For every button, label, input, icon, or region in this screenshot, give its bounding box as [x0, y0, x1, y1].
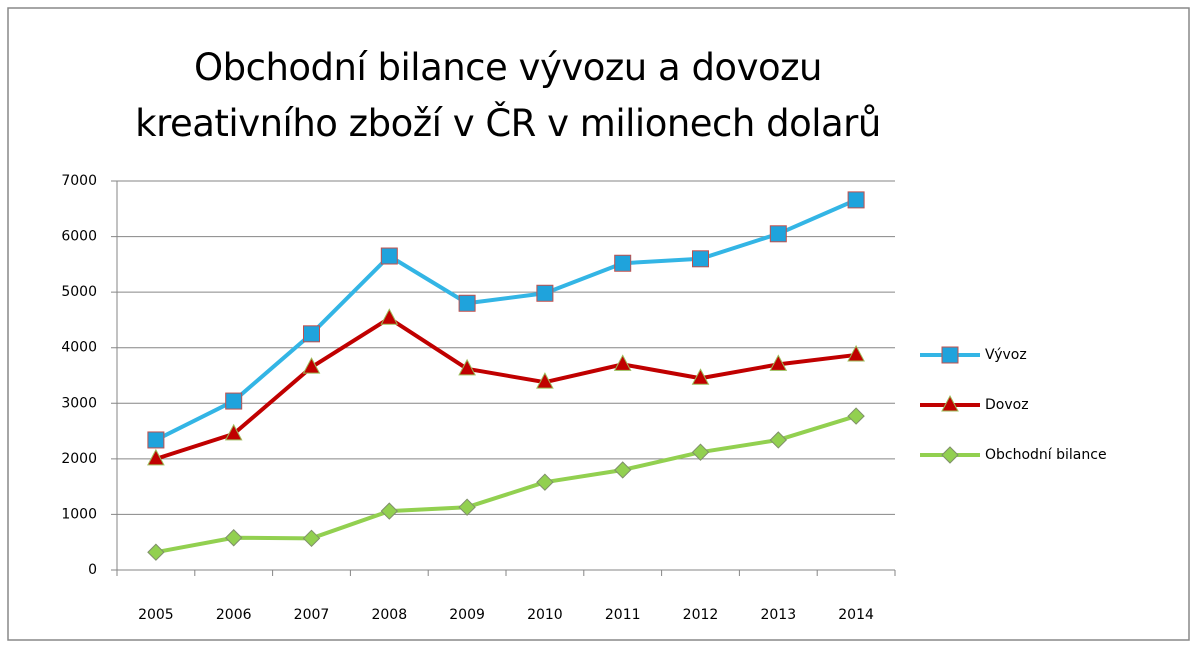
point [225, 392, 243, 410]
legend-marker [941, 346, 959, 364]
legend-label: Obchodní bilance [985, 447, 1107, 463]
point [380, 247, 398, 265]
point [613, 461, 632, 479]
chart-border [7, 7, 1190, 641]
y-tick-label: 2000 [61, 451, 97, 467]
y-tick-label: 5000 [61, 284, 97, 300]
point [147, 543, 165, 561]
point [224, 423, 243, 441]
x-tick-label: 2005 [138, 607, 174, 623]
point [147, 431, 165, 449]
point [380, 308, 399, 325]
point [224, 529, 243, 547]
point [847, 407, 865, 425]
series-line [155, 198, 857, 442]
x-tick-label: 2008 [371, 607, 407, 623]
point [614, 254, 632, 272]
point [458, 358, 476, 376]
point [769, 225, 787, 243]
chart-title: Obchodní bilance vývozu a dovozu kreativ… [135, 46, 881, 145]
x-tick-label: 2012 [683, 607, 719, 623]
point [303, 325, 320, 343]
x-tick-label: 2010 [527, 607, 563, 623]
y-tick-label: 0 [88, 562, 97, 578]
point [691, 443, 710, 461]
y-tick-label: 4000 [61, 340, 97, 356]
point [536, 372, 554, 389]
y-tick-label: 6000 [61, 229, 97, 245]
y-tick-label: 3000 [61, 395, 97, 411]
series-line [155, 414, 857, 555]
x-tick-label: 2014 [838, 607, 874, 623]
x-tick-label: 2007 [294, 607, 330, 623]
point [769, 431, 788, 449]
point [536, 284, 554, 302]
point [847, 191, 865, 209]
x-tick-label: 2006 [216, 607, 252, 623]
point [847, 344, 865, 362]
y-tick-label: 7000 [61, 173, 97, 189]
point [458, 294, 476, 312]
point [613, 354, 632, 371]
point [302, 529, 321, 548]
x-tick-label: 2011 [605, 607, 641, 623]
legend-label: Vývoz [985, 347, 1027, 363]
point [692, 250, 709, 268]
point [691, 368, 710, 385]
legend-label: Dovoz [985, 397, 1029, 413]
x-tick-label: 2009 [449, 607, 485, 623]
point [147, 448, 165, 466]
x-tick-label: 2013 [760, 607, 796, 623]
point [380, 502, 399, 520]
legend-marker [941, 446, 959, 464]
point [302, 357, 321, 374]
series-line [155, 316, 857, 461]
y-tick-label: 1000 [61, 506, 97, 522]
point [536, 473, 554, 491]
point [769, 354, 788, 371]
legend-marker [941, 394, 959, 412]
point [458, 498, 476, 516]
